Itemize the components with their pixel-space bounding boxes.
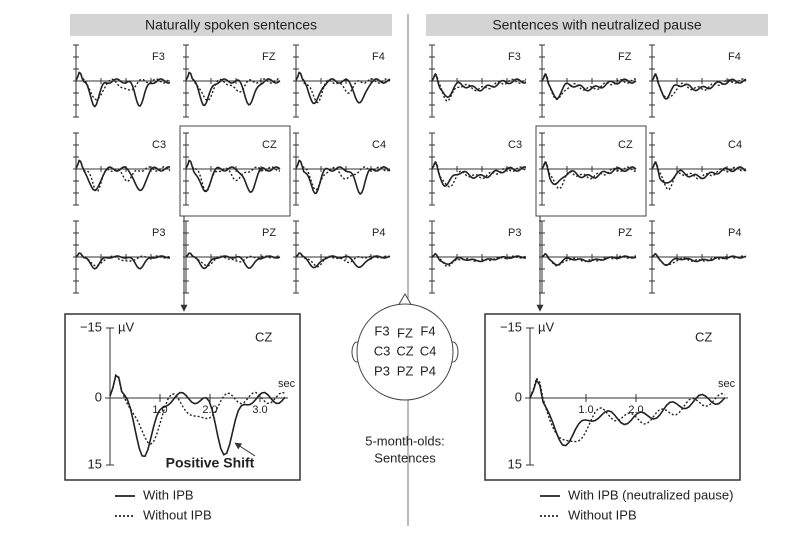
head-electrode: F3 (374, 323, 389, 338)
head-electrode: P4 (420, 363, 436, 378)
y-unit: µV (538, 319, 554, 334)
annotation: Positive Shift (166, 455, 255, 471)
y-tick-label: −15 (80, 319, 102, 334)
waveform-with (651, 160, 747, 184)
x-unit: sec (278, 378, 296, 390)
waveform-without (185, 252, 280, 267)
head-electrode: F4 (420, 323, 435, 338)
x-tick-label: 2.0 (202, 404, 217, 416)
x-unit: sec (718, 378, 736, 390)
electrode-label: FZ (618, 51, 632, 63)
caption: Sentences (374, 450, 436, 465)
y-unit: µV (118, 319, 134, 334)
waveform-without (529, 376, 726, 443)
electrode-label: PZ (618, 227, 632, 239)
electrode-label: F3 (508, 51, 521, 63)
waveform-without (651, 252, 747, 266)
waveform-with (431, 72, 527, 99)
waveform-with (541, 252, 637, 266)
head-electrode: P3 (374, 363, 390, 378)
electrode-label: C3 (508, 139, 522, 151)
electrode-label: C4 (372, 139, 386, 151)
waveform-with (185, 159, 281, 194)
electrode-label: CZ (618, 139, 633, 151)
waveform-without (431, 160, 527, 188)
x-tick-label: 1.0 (578, 404, 593, 416)
head-electrode: PZ (397, 363, 414, 378)
waveform-without (431, 252, 527, 268)
head-electrode: C4 (420, 343, 437, 358)
legend-label: Without IPB (143, 507, 212, 522)
waveform-without (185, 159, 281, 193)
y-tick-label: 0 (95, 389, 102, 404)
legend-label: With IPB (143, 487, 194, 502)
head-electrode: FZ (397, 325, 413, 340)
legend-label: With IPB (neutralized pause) (568, 487, 733, 502)
x-tick-label: 3.0 (252, 404, 267, 416)
waveform-with (541, 160, 637, 186)
waveform-with (431, 160, 527, 187)
waveform-with (185, 71, 281, 107)
electrode-label: CZ (262, 139, 277, 151)
waveform-without (75, 71, 171, 101)
electrode-label: C3 (152, 139, 166, 151)
electrode-label: F4 (372, 51, 385, 63)
caption: 5-month-olds: (365, 433, 444, 448)
waveform-with (529, 378, 726, 447)
waveform-without (295, 252, 391, 268)
waveform-without (109, 374, 286, 445)
y-tick-label: 15 (508, 456, 522, 471)
electrode-label: CZ (695, 329, 712, 344)
y-tick-label: 0 (515, 389, 522, 404)
electrode-label: CZ (255, 329, 272, 344)
electrode-label: PZ (262, 227, 276, 239)
waveform-with (295, 252, 391, 269)
header-bar (70, 14, 392, 36)
electrode-label: P3 (508, 227, 521, 239)
electrode-label: F4 (728, 51, 741, 63)
electrode-label: C4 (728, 139, 742, 151)
highlight-box (179, 125, 291, 217)
detail-box (64, 313, 301, 481)
waveform-without (431, 72, 527, 102)
waveform-without (295, 159, 391, 191)
waveform-with (75, 159, 171, 192)
waveform-without (75, 252, 171, 267)
y-tick-label: 15 (88, 456, 102, 471)
electrode-label: P3 (152, 227, 165, 239)
annotation-arrow (234, 442, 256, 457)
head-nose (397, 293, 413, 307)
highlight-box (535, 125, 647, 217)
electrode-label: P4 (728, 227, 741, 239)
waveform-with (75, 252, 170, 270)
waveform-without (185, 71, 281, 102)
waveform-with (431, 252, 526, 266)
waveform-with (295, 71, 391, 105)
waveform-with (109, 374, 286, 458)
waveform-with (541, 72, 637, 100)
electrode-label: P4 (372, 227, 385, 239)
waveform-without (651, 72, 747, 99)
waveform-without (651, 160, 747, 191)
waveform-without (541, 72, 637, 101)
waveform-without (541, 160, 637, 190)
head (356, 303, 454, 401)
waveform-with (75, 71, 171, 108)
panel-title: Naturally spoken sentences (145, 17, 317, 33)
y-tick-label: −15 (500, 319, 522, 334)
waveform-without (75, 159, 171, 193)
head-electrode: CZ (396, 343, 413, 358)
waveform-without (541, 252, 636, 267)
head-electrode: C3 (374, 343, 391, 358)
panel-title: Sentences with neutralized pause (492, 17, 702, 33)
legend-label: Without IPB (568, 507, 637, 522)
waveform-with (185, 252, 281, 270)
electrode-label: FZ (262, 51, 276, 63)
electrode-label: F3 (152, 51, 165, 63)
header-bar (426, 14, 768, 36)
